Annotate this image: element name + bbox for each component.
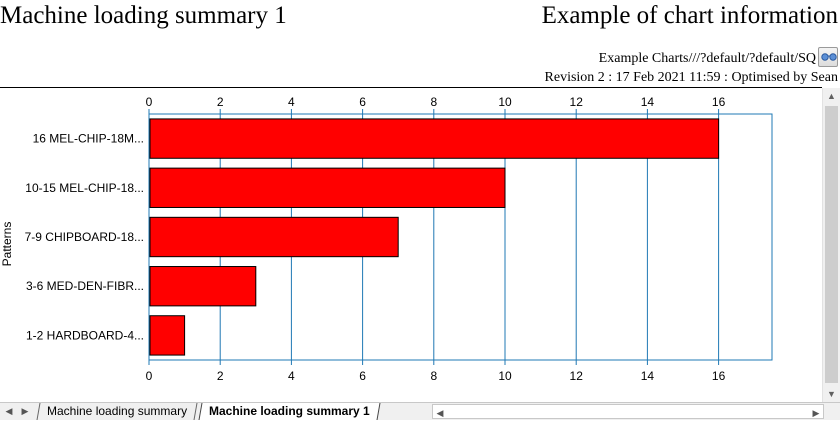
- tab-next-icon[interactable]: ▶: [21, 406, 29, 416]
- top-tick-label: 2: [217, 95, 224, 109]
- bar: [149, 315, 186, 356]
- tab-label: Machine loading summary: [47, 404, 188, 418]
- tab-machine-loading-summary-1[interactable]: Machine loading summary 1: [198, 403, 381, 420]
- revision-info: Revision 2 : 17 Feb 2021 11:59 : Optimis…: [544, 70, 838, 85]
- bottom-tick-label: 10: [498, 369, 512, 383]
- scroll-left-icon[interactable]: ◀: [436, 408, 444, 418]
- top-tick-label: 6: [359, 95, 366, 109]
- top-tick-label: 0: [146, 95, 153, 109]
- top-tick-label: 4: [288, 95, 295, 109]
- top-tick-label: 16: [712, 95, 726, 109]
- bar: [149, 266, 257, 307]
- header-divider: [0, 87, 822, 88]
- vertical-scrollbar[interactable]: ▲ ▼: [822, 88, 840, 402]
- page-title: Machine loading summary 1: [0, 2, 287, 29]
- category-label: 1-2 HARDBOARD-4...: [26, 328, 144, 342]
- scroll-up-icon[interactable]: ▲: [827, 91, 836, 101]
- category-label: 7-9 CHIPBOARD-18...: [25, 230, 144, 244]
- report-path: Example Charts///?default/?default/SQ: [598, 51, 816, 66]
- horizontal-scrollbar[interactable]: ◀ ▶: [432, 404, 824, 419]
- tab-label: Machine loading summary 1: [209, 404, 370, 418]
- category-label: 3-6 MED-DEN-FIBR...: [26, 279, 144, 293]
- bottom-tick-label: 2: [217, 369, 224, 383]
- bar: [149, 216, 399, 258]
- bottom-tick-label: 0: [146, 369, 153, 383]
- scrollbar-thumb[interactable]: [825, 106, 838, 383]
- bottom-tick-label: 16: [712, 369, 726, 383]
- bottom-tick-label: 8: [430, 369, 437, 383]
- view-button[interactable]: [818, 47, 838, 67]
- category-label: 10-15 MEL-CHIP-18...: [25, 181, 144, 195]
- tab-machine-loading-summary[interactable]: Machine loading summary: [36, 403, 198, 420]
- bottom-tick-label: 6: [359, 369, 366, 383]
- tab-prev-icon[interactable]: ◀: [5, 406, 13, 416]
- bottom-tick-label: 12: [570, 369, 584, 383]
- report-title: Example of chart information: [541, 2, 838, 29]
- bar-chart: Patterns 0 0 2 2 4 4 6 6 8 8 10 10 12 12 14 14 16 16 16 ME…: [0, 95, 773, 383]
- sheet-tab-bar: ◀ ▶ Machine loading summary Machine load…: [0, 402, 840, 420]
- scroll-right-icon[interactable]: ▶: [812, 408, 820, 418]
- glasses-icon: [821, 53, 837, 61]
- bottom-tick-label: 14: [641, 369, 655, 383]
- top-tick-label: 10: [498, 95, 512, 109]
- category-label: 16 MEL-CHIP-18M...: [33, 132, 144, 146]
- top-tick-label: 8: [430, 95, 437, 109]
- scroll-down-icon[interactable]: ▼: [827, 389, 836, 399]
- y-axis-label: Patterns: [0, 222, 14, 267]
- bottom-tick-label: 4: [288, 369, 295, 383]
- bar: [149, 167, 506, 208]
- top-tick-label: 12: [570, 95, 584, 109]
- bar: [149, 118, 720, 159]
- top-tick-label: 14: [641, 95, 655, 109]
